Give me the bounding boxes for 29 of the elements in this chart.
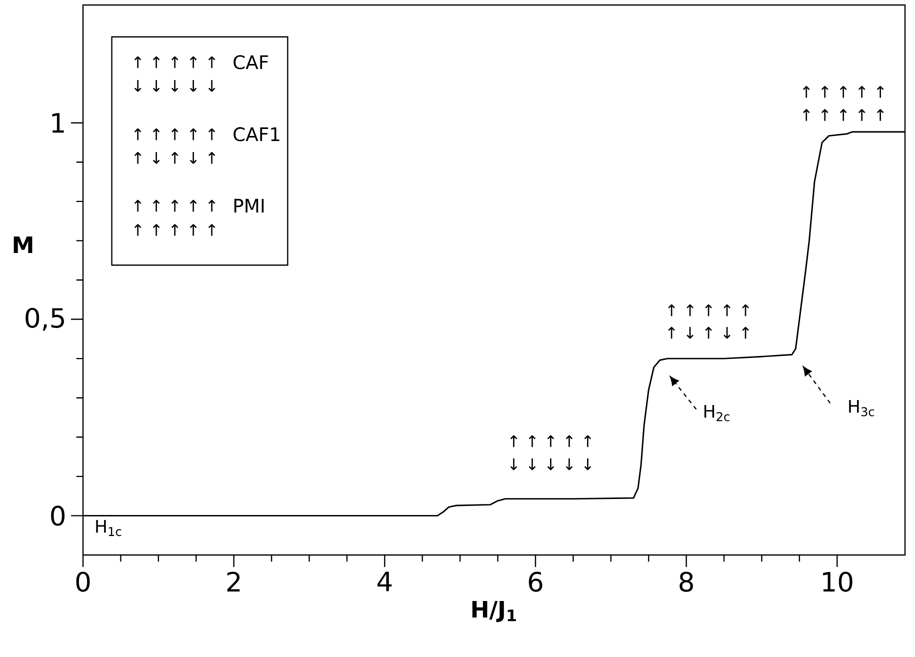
annotation: CAF1	[234, 127, 280, 142]
y-tick-label: 0	[51, 506, 65, 526]
annotation: ↑ ↑ ↑ ↑ ↑	[802, 86, 884, 98]
annotation: ↓ ↓ ↓ ↓ ↓	[510, 458, 592, 470]
x-tick-label: 8	[680, 572, 693, 592]
y-tick-label: 1	[52, 113, 64, 133]
annotation: ↑ ↑ ↑ ↑ ↑	[510, 435, 592, 447]
annotation: H$_{1c}$	[96, 520, 122, 536]
x-tick-label: 4	[377, 572, 392, 592]
x-tick-label: 0	[76, 572, 90, 592]
y-tick-label: 0,5	[26, 308, 64, 331]
annotation: PMI	[234, 198, 264, 213]
annotation: ↑ ↑ ↑ ↑ ↑	[134, 56, 216, 68]
annotation: H$_{3c}$	[849, 400, 874, 416]
annotation: ↑ ↑ ↑ ↑ ↑	[668, 304, 749, 316]
annotation: ↑ ↑ ↑ ↑ ↑	[134, 128, 216, 140]
annotation: ↑ ↑ ↑ ↑ ↑	[134, 224, 216, 236]
annotation: CAF	[234, 55, 268, 70]
annotation: ↑ ↑ ↑ ↑ ↑	[134, 200, 216, 212]
x-tick-label: 10	[823, 572, 852, 592]
x-axis-title: H/J$_{1}$	[472, 601, 516, 622]
x-tick-label: 2	[227, 572, 240, 592]
annotation: ↑ ↑ ↑ ↑ ↑	[802, 109, 884, 121]
annotation: ↑ ↓ ↑ ↓ ↑	[668, 326, 749, 339]
annotation: ↓ ↓ ↓ ↓ ↓	[134, 80, 216, 92]
annotation: H$_{2c}$	[704, 404, 730, 422]
annotation: ↑ ↓ ↑ ↓ ↑	[134, 152, 216, 164]
y-axis-title: M	[14, 236, 32, 254]
x-tick-label: 6	[528, 572, 542, 592]
